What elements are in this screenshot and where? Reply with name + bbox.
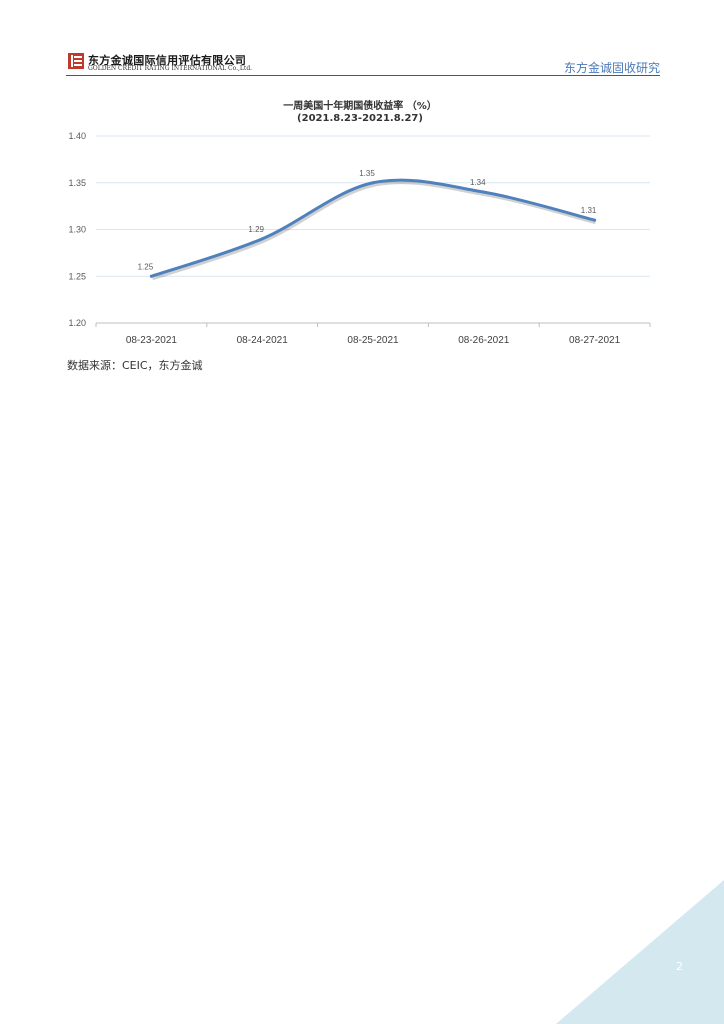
chart-title: 一周美国十年期国债收益率 （%） <box>283 101 437 112</box>
company-logo-icon <box>68 53 84 69</box>
data-label: 1.31 <box>581 206 597 215</box>
data-label: 1.29 <box>248 225 264 234</box>
page-header: 东方金诚国际信用评估有限公司 GOLDEN CREDIT RATING INTE… <box>66 50 660 78</box>
y-tick-label: 1.25 <box>68 271 86 281</box>
y-axis: 1.20 1.25 1.30 1.35 1.40 <box>68 131 86 328</box>
y-tick-label: 1.40 <box>68 131 86 141</box>
data-point <box>371 181 375 185</box>
data-label: 1.34 <box>470 178 486 187</box>
header-divider <box>66 75 660 76</box>
chart-subtitle: (2021.8.23-2021.8.27) <box>297 113 423 124</box>
data-point <box>260 237 264 241</box>
x-axis: 08-23-2021 08-24-2021 08-25-2021 08-26-2021… <box>95 323 651 346</box>
data-label: 1.25 <box>138 262 154 271</box>
line-chart: 1.20 1.25 1.30 1.35 1.40 08-23-2021 08-24-202… <box>68 131 651 346</box>
data-label: 1.35 <box>359 169 375 178</box>
y-tick-label: 1.35 <box>68 178 86 188</box>
data-source-note: 数据来源：CEIC，东方金诚 <box>67 359 203 372</box>
series-layer <box>149 178 597 281</box>
page-number: 2 <box>676 960 683 973</box>
x-tick-label: 08-26-2021 <box>458 335 510 346</box>
x-tick-label: 08-27-2021 <box>569 335 621 346</box>
x-tick-label: 08-25-2021 <box>347 335 399 346</box>
x-tick-label: 08-23-2021 <box>126 335 178 346</box>
data-labels: 1.25 1.29 1.35 1.34 1.31 <box>138 169 597 272</box>
y-tick-label: 1.20 <box>68 318 86 328</box>
series-line-shadow <box>151 180 597 281</box>
data-point <box>482 190 486 194</box>
company-name-cn: 东方金诚国际信用评估有限公司 <box>88 54 247 67</box>
data-point <box>149 274 153 278</box>
data-point <box>593 218 597 222</box>
y-tick-label: 1.30 <box>68 225 86 235</box>
company-name-en: GOLDEN CREDIT RATING INTERNATIONAL Co.,L… <box>88 65 253 72</box>
section-title: 东方金诚固收研究 <box>563 61 660 75</box>
x-tick-label: 08-24-2021 <box>237 335 289 346</box>
